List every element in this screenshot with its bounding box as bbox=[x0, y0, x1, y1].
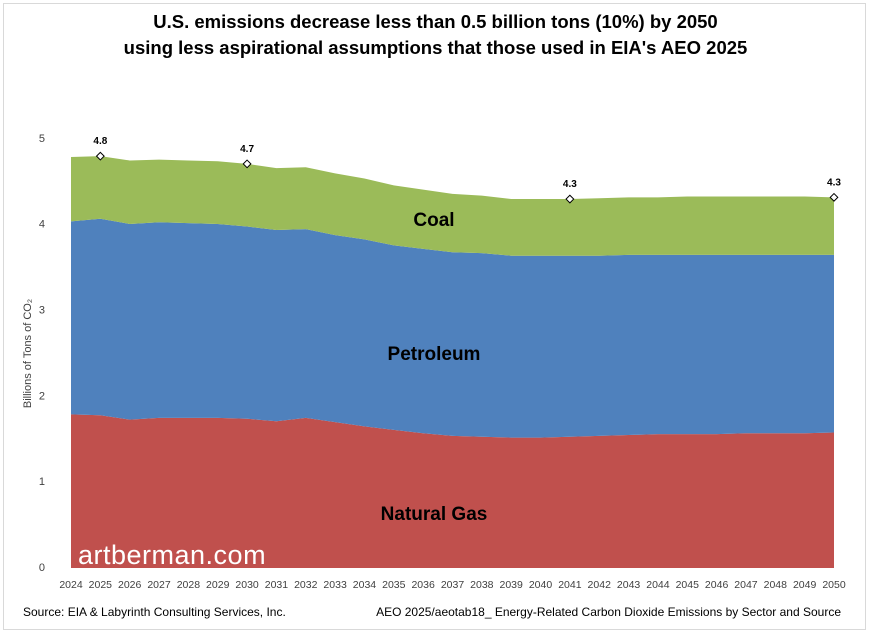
y-tick-label: 4 bbox=[39, 219, 45, 231]
y-tick-label: 0 bbox=[39, 562, 45, 574]
x-tick-label: 2041 bbox=[558, 579, 582, 591]
x-tick-label: 2049 bbox=[793, 579, 817, 591]
y-axis-label: Billions of Tons of CO₂ bbox=[22, 299, 34, 408]
source-note: Source: EIA & Labyrinth Consulting Servi… bbox=[23, 605, 286, 619]
y-tick-label: 5 bbox=[39, 133, 45, 145]
x-tick-label: 2039 bbox=[500, 579, 524, 591]
x-tick-label: 2034 bbox=[353, 579, 377, 591]
x-tick-label: 2035 bbox=[382, 579, 406, 591]
y-tick-label: 1 bbox=[39, 476, 45, 488]
annotation-marker bbox=[829, 192, 839, 202]
series-label-petroleum: Petroleum bbox=[388, 344, 481, 365]
x-tick-label: 2024 bbox=[59, 579, 83, 591]
x-tick-label: 2026 bbox=[118, 579, 142, 591]
x-tick-label: 2043 bbox=[617, 579, 641, 591]
x-tick-label: 2047 bbox=[734, 579, 758, 591]
x-tick-label: 2037 bbox=[441, 579, 465, 591]
x-tick-label: 2029 bbox=[206, 579, 230, 591]
chart-title-line-2: using less aspirational assumptions that… bbox=[123, 37, 748, 58]
table-reference-note: AEO 2025/aeotab18_ Energy-Related Carbon… bbox=[376, 605, 841, 619]
x-tick-label: 2050 bbox=[822, 579, 846, 591]
x-tick-label: 2036 bbox=[411, 579, 435, 591]
x-tick-label: 2038 bbox=[470, 579, 494, 591]
chart-title-line-1: U.S. emissions decrease less than 0.5 bi… bbox=[153, 11, 718, 32]
x-tick-label: 2044 bbox=[646, 579, 670, 591]
y-tick-label: 3 bbox=[39, 305, 45, 317]
x-tick-label: 2040 bbox=[529, 579, 553, 591]
annotation-label: 4.3 bbox=[563, 179, 577, 190]
x-tick-label: 2042 bbox=[588, 579, 612, 591]
y-tick-label: 2 bbox=[39, 390, 45, 402]
x-tick-label: 2032 bbox=[294, 579, 318, 591]
series-label-natural-gas: Natural Gas bbox=[381, 504, 488, 525]
series-label-coal: Coal bbox=[413, 210, 454, 231]
x-tick-label: 2030 bbox=[235, 579, 259, 591]
x-tick-label: 2033 bbox=[323, 579, 347, 591]
annotation-marker bbox=[95, 151, 105, 161]
annotation-marker bbox=[565, 194, 575, 204]
annotation-marker bbox=[242, 159, 252, 169]
x-tick-label: 2045 bbox=[676, 579, 700, 591]
watermark-text: artberman.com bbox=[78, 540, 267, 570]
x-tick-label: 2048 bbox=[764, 579, 788, 591]
x-tick-label: 2028 bbox=[177, 579, 201, 591]
series-area-petroleum bbox=[71, 218, 834, 438]
annotation-label: 4.3 bbox=[827, 177, 841, 188]
x-tick-label: 2031 bbox=[265, 579, 289, 591]
x-tick-label: 2046 bbox=[705, 579, 729, 591]
annotation-label: 4.8 bbox=[93, 136, 107, 147]
series-area-natural-gas bbox=[71, 414, 834, 568]
x-tick-label: 2027 bbox=[147, 579, 171, 591]
x-tick-label: 2025 bbox=[89, 579, 113, 591]
annotation-label: 4.7 bbox=[240, 144, 254, 155]
series-area-coal bbox=[71, 156, 834, 256]
